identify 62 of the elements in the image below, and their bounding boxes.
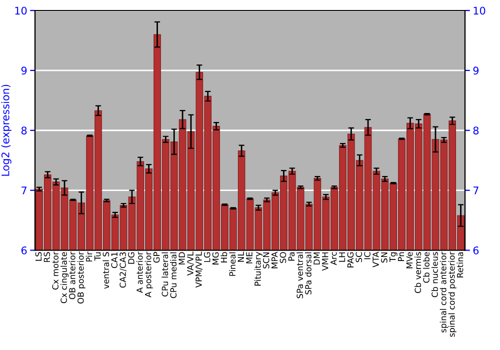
x-tick-label: OB anterior — [68, 252, 76, 300]
x-tick-label: Cb lobe — [423, 252, 430, 283]
y-tick-label: 10 — [15, 6, 27, 15]
y2-tick-label: 6 — [473, 246, 479, 254]
x-tick-label: A posterior — [144, 252, 153, 298]
y-tick-label: 8 — [21, 126, 27, 134]
x-tick-label: LG — [204, 252, 210, 262]
x-tick-label: SPa dorsal — [304, 252, 312, 294]
x-tick-label: LH — [338, 252, 346, 262]
y2-tick-label: 9 — [473, 66, 479, 75]
x-tick-label: Cb nucleus — [431, 252, 438, 298]
y-axis-title: Log2 (expression) — [1, 84, 12, 176]
y-tick-label: 7 — [22, 186, 26, 194]
x-tick-label: Retina — [456, 252, 464, 278]
y-tick-label: 6 — [21, 246, 27, 254]
x-tick-label: ventral S — [102, 252, 110, 289]
x-tick-label: CPu medial — [170, 252, 177, 298]
x-tick-label: VMH — [322, 252, 328, 271]
x-tick-label: CPu lateral — [162, 252, 168, 296]
y2-tick-label: 7 — [473, 186, 478, 194]
x-tick-label: VPM/VPL — [196, 252, 202, 288]
x-tick-label: VA/VL — [187, 252, 194, 276]
x-tick-label: Tg — [390, 252, 398, 262]
x-tick-label: Cb vermis — [414, 252, 422, 294]
x-tick-label: SN — [381, 252, 388, 263]
y-tick-label: 9 — [21, 66, 27, 75]
x-tick-label: CA2/CA3 — [120, 252, 127, 288]
x-tick-label: MVe — [406, 252, 413, 268]
x-tick-label: Cx motor — [52, 252, 58, 290]
x-tick-label: Cx cingulate — [60, 252, 69, 304]
x-tick-label: IC — [364, 252, 370, 260]
x-tick-label: Arc — [330, 252, 337, 266]
x-tick-label: NL — [238, 252, 244, 262]
x-tick-label: MD — [178, 252, 185, 264]
x-tick-label: Pineal — [229, 252, 236, 276]
x-tick-label: SPa ventral — [296, 252, 304, 298]
x-tick-label: RS — [44, 252, 50, 262]
x-tick-label: Pn — [398, 252, 404, 261]
x-tick-label: CA1 — [111, 252, 118, 268]
x-tick-label: GP — [153, 252, 160, 263]
x-tick-label: SO — [280, 252, 286, 263]
y2-tick-label: 8 — [473, 126, 479, 134]
x-tick-label: A anterior — [136, 252, 143, 293]
x-tick-label: MG — [212, 252, 219, 264]
x-tick-label: SCN — [262, 252, 270, 268]
x-tick-label: SC — [356, 252, 362, 262]
y2-tick-label: 10 — [474, 6, 486, 15]
x-tick-label: Pa — [288, 252, 295, 261]
x-tick-label: Tu — [94, 252, 101, 261]
x-tick-label: Pituitary — [254, 252, 262, 286]
x-tick-label: MPA — [272, 252, 278, 268]
x-tick-label: VTA — [372, 252, 379, 268]
x-tick-label: spinal cord anterior — [440, 252, 448, 332]
x-tick-label: DM — [314, 252, 320, 264]
x-tick-label: DG — [128, 252, 134, 264]
x-tick-label: Hb — [220, 252, 228, 262]
x-tick-label: ME — [246, 252, 252, 264]
x-tick-label: LS — [35, 252, 42, 261]
x-tick-label: OB posterior — [77, 252, 86, 304]
x-tick-label: spinal cord posterior — [448, 252, 456, 337]
x-tick-label: PAG — [347, 252, 354, 268]
x-tick-label: Pir — [86, 252, 92, 262]
